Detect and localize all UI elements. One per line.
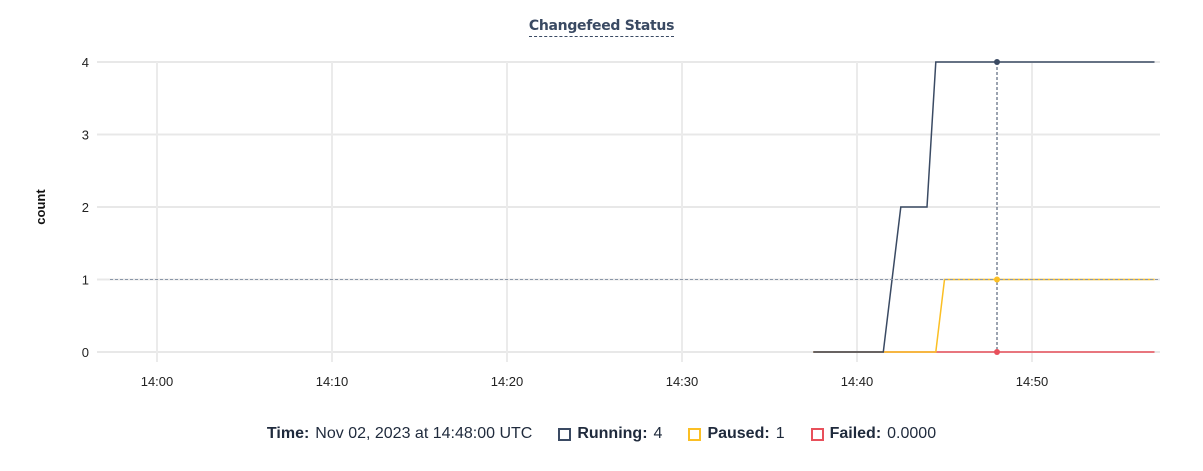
x-tick-label: 14:40 — [841, 374, 874, 389]
legend-label: Running: — [577, 425, 648, 442]
legend-item-failed[interactable]: Failed: 0.0000 — [810, 425, 937, 443]
legend-swatch — [558, 427, 572, 441]
y-tick-label: 2 — [82, 200, 89, 215]
x-tick-label: 14:30 — [666, 374, 699, 389]
chart-title-text: Changefeed Status — [528, 18, 674, 37]
x-tick-label: 14:10 — [316, 374, 349, 389]
series-lines — [813, 61, 1155, 353]
x-tick-label: 14:20 — [491, 374, 524, 389]
legend-label: Paused: — [707, 425, 770, 442]
chart-plot[interactable]: 0 1 2 3 4 14:00 14:10 14:20 14:30 14:40 14:50 coun… — [0, 0, 1203, 410]
legend-item-paused[interactable]: Paused: 1 — [688, 425, 785, 443]
legend-value: 4 — [653, 425, 663, 442]
legend-swatch — [688, 427, 702, 441]
x-tick-label: 14:50 — [1016, 374, 1049, 389]
legend-time-label: Time: — [266, 425, 310, 442]
hover-point-failed — [994, 349, 1000, 355]
y-tick-label: 3 — [82, 128, 89, 143]
hover-point-running — [994, 59, 1000, 65]
legend: Time: Nov 02, 2023 at 14:48:00 UTC Runni… — [0, 425, 1203, 443]
series-line-paused — [813, 278, 1155, 353]
chart-title: Changefeed Status — [0, 17, 1203, 37]
y-axis-label: count — [33, 189, 48, 225]
axis-ticks: 0 1 2 3 4 14:00 14:10 14:20 14:30 14:40 14:50 — [82, 55, 1049, 389]
hover-crosshair — [110, 59, 1160, 355]
hover-point-paused — [994, 276, 1000, 283]
x-tick-label: 14:00 — [141, 374, 174, 389]
legend-swatch — [810, 427, 824, 441]
legend-value: 0.0000 — [887, 425, 937, 442]
y-tick-label: 4 — [82, 55, 89, 70]
legend-label: Failed: — [829, 425, 882, 442]
legend-value: 1 — [775, 425, 785, 442]
y-tick-label: 1 — [82, 273, 89, 288]
series-line-running — [813, 61, 1155, 353]
grid — [97, 61, 1160, 362]
y-tick-label: 0 — [82, 345, 89, 360]
legend-item-running[interactable]: Running: 4 — [558, 425, 662, 443]
legend-time-value: Nov 02, 2023 at 14:48:00 UTC — [315, 425, 533, 442]
